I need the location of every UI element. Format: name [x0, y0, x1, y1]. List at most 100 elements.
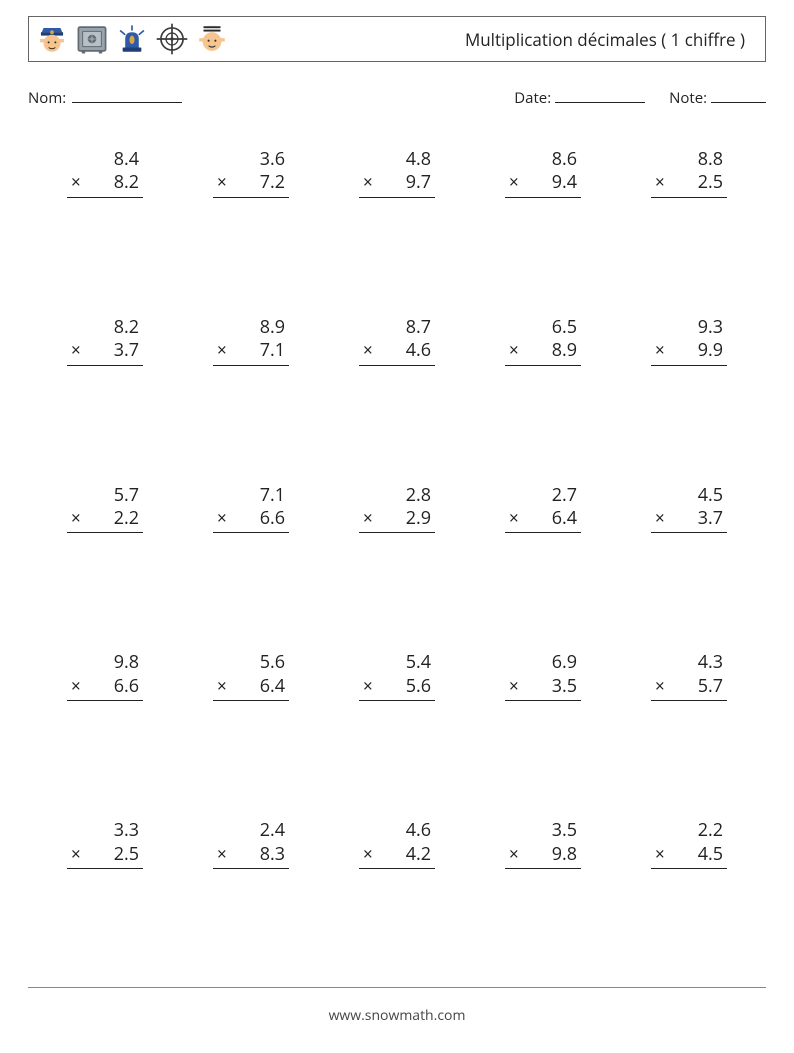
multiplicand: 4.5 — [651, 484, 727, 507]
date-label: Date: — [514, 88, 551, 108]
target-icon — [155, 22, 189, 56]
footer-text: www.snowmath.com — [329, 1006, 466, 1025]
multiplier: 6.6 — [114, 675, 139, 698]
problem: 2.8× 2.9 — [324, 484, 470, 534]
multiplicand: 6.5 — [505, 316, 581, 339]
operator: × — [655, 675, 665, 698]
problem: 3.6× 7.2 — [178, 148, 324, 198]
multiplicand: 2.2 — [651, 819, 727, 842]
operator: × — [509, 171, 519, 194]
multiplicand: 5.6 — [213, 651, 289, 674]
operator: × — [71, 507, 81, 530]
problem: 4.3× 5.7 — [616, 651, 762, 701]
operator: × — [655, 171, 665, 194]
problem: 4.6× 4.2 — [324, 819, 470, 869]
problem: 4.8× 9.7 — [324, 148, 470, 198]
multiplicand: 7.1 — [213, 484, 289, 507]
multiplicand: 5.4 — [359, 651, 435, 674]
multiplier: 3.7 — [698, 507, 723, 530]
multiplicand: 2.4 — [213, 819, 289, 842]
icon-strip — [35, 22, 229, 56]
name-label: Nom: — [28, 88, 66, 108]
multiplier: 7.1 — [260, 339, 285, 362]
multiplier: 6.4 — [552, 507, 577, 530]
multiplicand: 5.7 — [67, 484, 143, 507]
problem: 2.4×8.3 — [178, 819, 324, 869]
multiplicand: 4.3 — [651, 651, 727, 674]
multiplier: 4.6 — [406, 339, 431, 362]
problem: 2.7×6.4 — [470, 484, 616, 534]
problem: 5.4×5.6 — [324, 651, 470, 701]
multiplier: 9.7 — [406, 171, 431, 194]
multiplicand: 2.8 — [359, 484, 435, 507]
multiplicand: 8.6 — [505, 148, 581, 171]
problem: 8.9× 7.1 — [178, 316, 324, 366]
problem: 8.4× 8.2 — [32, 148, 178, 198]
multiplier: 8.3 — [260, 843, 285, 866]
note-label: Note: — [669, 88, 707, 108]
operator: × — [509, 507, 519, 530]
problem: 2.2× 4.5 — [616, 819, 762, 869]
operator: × — [509, 843, 519, 866]
operator: × — [655, 843, 665, 866]
multiplier: 5.6 — [406, 675, 431, 698]
multiplicand: 3.5 — [505, 819, 581, 842]
operator: × — [509, 675, 519, 698]
problem: 8.2×3.7 — [32, 316, 178, 366]
meta-row: Nom: Date: Note: — [28, 88, 766, 108]
multiplicand: 8.9 — [213, 316, 289, 339]
multiplier: 2.5 — [114, 843, 139, 866]
problem: 8.6×9.4 — [470, 148, 616, 198]
problem: 9.3×9.9 — [616, 316, 762, 366]
multiplier: 8.2 — [114, 171, 139, 194]
header-box: Multiplication décimales ( 1 chiffre ) — [28, 16, 766, 62]
operator: × — [363, 843, 373, 866]
operator: × — [217, 171, 227, 194]
problem: 5.7× 2.2 — [32, 484, 178, 534]
problem: 9.8×6.6 — [32, 651, 178, 701]
operator: × — [217, 507, 227, 530]
note-blank — [711, 89, 766, 103]
name-blank — [72, 89, 182, 103]
footer: www.snowmath.com — [0, 987, 794, 1025]
operator: × — [71, 339, 81, 362]
multiplier: 7.2 — [260, 171, 285, 194]
footer-divider — [28, 987, 766, 988]
problems-grid: 8.4×8.23.6×7.24.8×9.78.6×9.48.8×2.58.2×3… — [28, 148, 766, 869]
problem: 8.8×2.5 — [616, 148, 762, 198]
multiplicand: 4.8 — [359, 148, 435, 171]
multiplicand: 8.7 — [359, 316, 435, 339]
page-title: Multiplication décimales ( 1 chiffre ) — [465, 28, 753, 51]
meta-note: Note: — [669, 88, 766, 108]
multiplier: 6.4 — [260, 675, 285, 698]
date-blank — [555, 89, 645, 103]
multiplicand: 9.3 — [651, 316, 727, 339]
multiplier: 8.9 — [552, 339, 577, 362]
operator: × — [655, 339, 665, 362]
multiplier: 3.5 — [552, 675, 577, 698]
problem: 6.5× 8.9 — [470, 316, 616, 366]
problem: 5.6×6.4 — [178, 651, 324, 701]
multiplicand: 3.6 — [213, 148, 289, 171]
meta-name: Nom: — [28, 88, 182, 108]
operator: × — [71, 171, 81, 194]
operator: × — [363, 507, 373, 530]
meta-date: Date: — [514, 88, 645, 108]
multiplicand: 4.6 — [359, 819, 435, 842]
problem: 3.3×2.5 — [32, 819, 178, 869]
operator: × — [363, 171, 373, 194]
worksheet-page: Multiplication décimales ( 1 chiffre ) N… — [0, 0, 794, 1053]
multiplier: 2.2 — [114, 507, 139, 530]
operator: × — [655, 507, 665, 530]
multiplier: 5.7 — [698, 675, 723, 698]
multiplier: 2.9 — [406, 507, 431, 530]
problem: 8.7×4.6 — [324, 316, 470, 366]
multiplicand: 8.4 — [67, 148, 143, 171]
operator: × — [217, 339, 227, 362]
operator: × — [509, 339, 519, 362]
problem: 6.9× 3.5 — [470, 651, 616, 701]
multiplier: 4.2 — [406, 843, 431, 866]
multiplicand: 6.9 — [505, 651, 581, 674]
multiplier: 6.6 — [260, 507, 285, 530]
multiplier: 4.5 — [698, 843, 723, 866]
